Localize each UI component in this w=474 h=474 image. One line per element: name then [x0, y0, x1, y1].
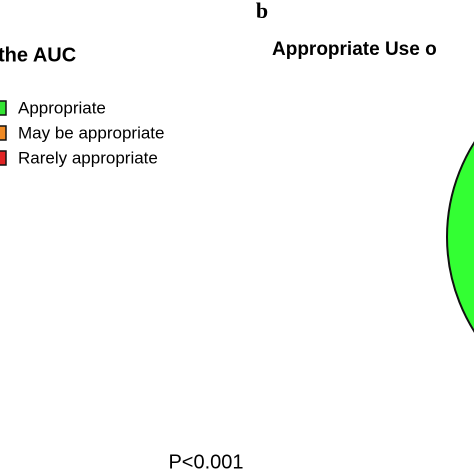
legend-label: May be appropriate	[18, 123, 164, 142]
right-title: Appropriate Use o	[272, 39, 437, 60]
pie-disc	[446, 141, 474, 333]
legend-swatch	[0, 150, 7, 166]
left-title: the AUC	[0, 44, 76, 66]
legend-swatch	[0, 125, 7, 141]
legend-swatch	[0, 100, 7, 116]
panel-label: b	[256, 0, 268, 23]
legend-label: Rarely appropriate	[18, 148, 158, 167]
p-value-note: P<0.001	[168, 451, 243, 473]
legend-label: Appropriate	[18, 98, 106, 117]
